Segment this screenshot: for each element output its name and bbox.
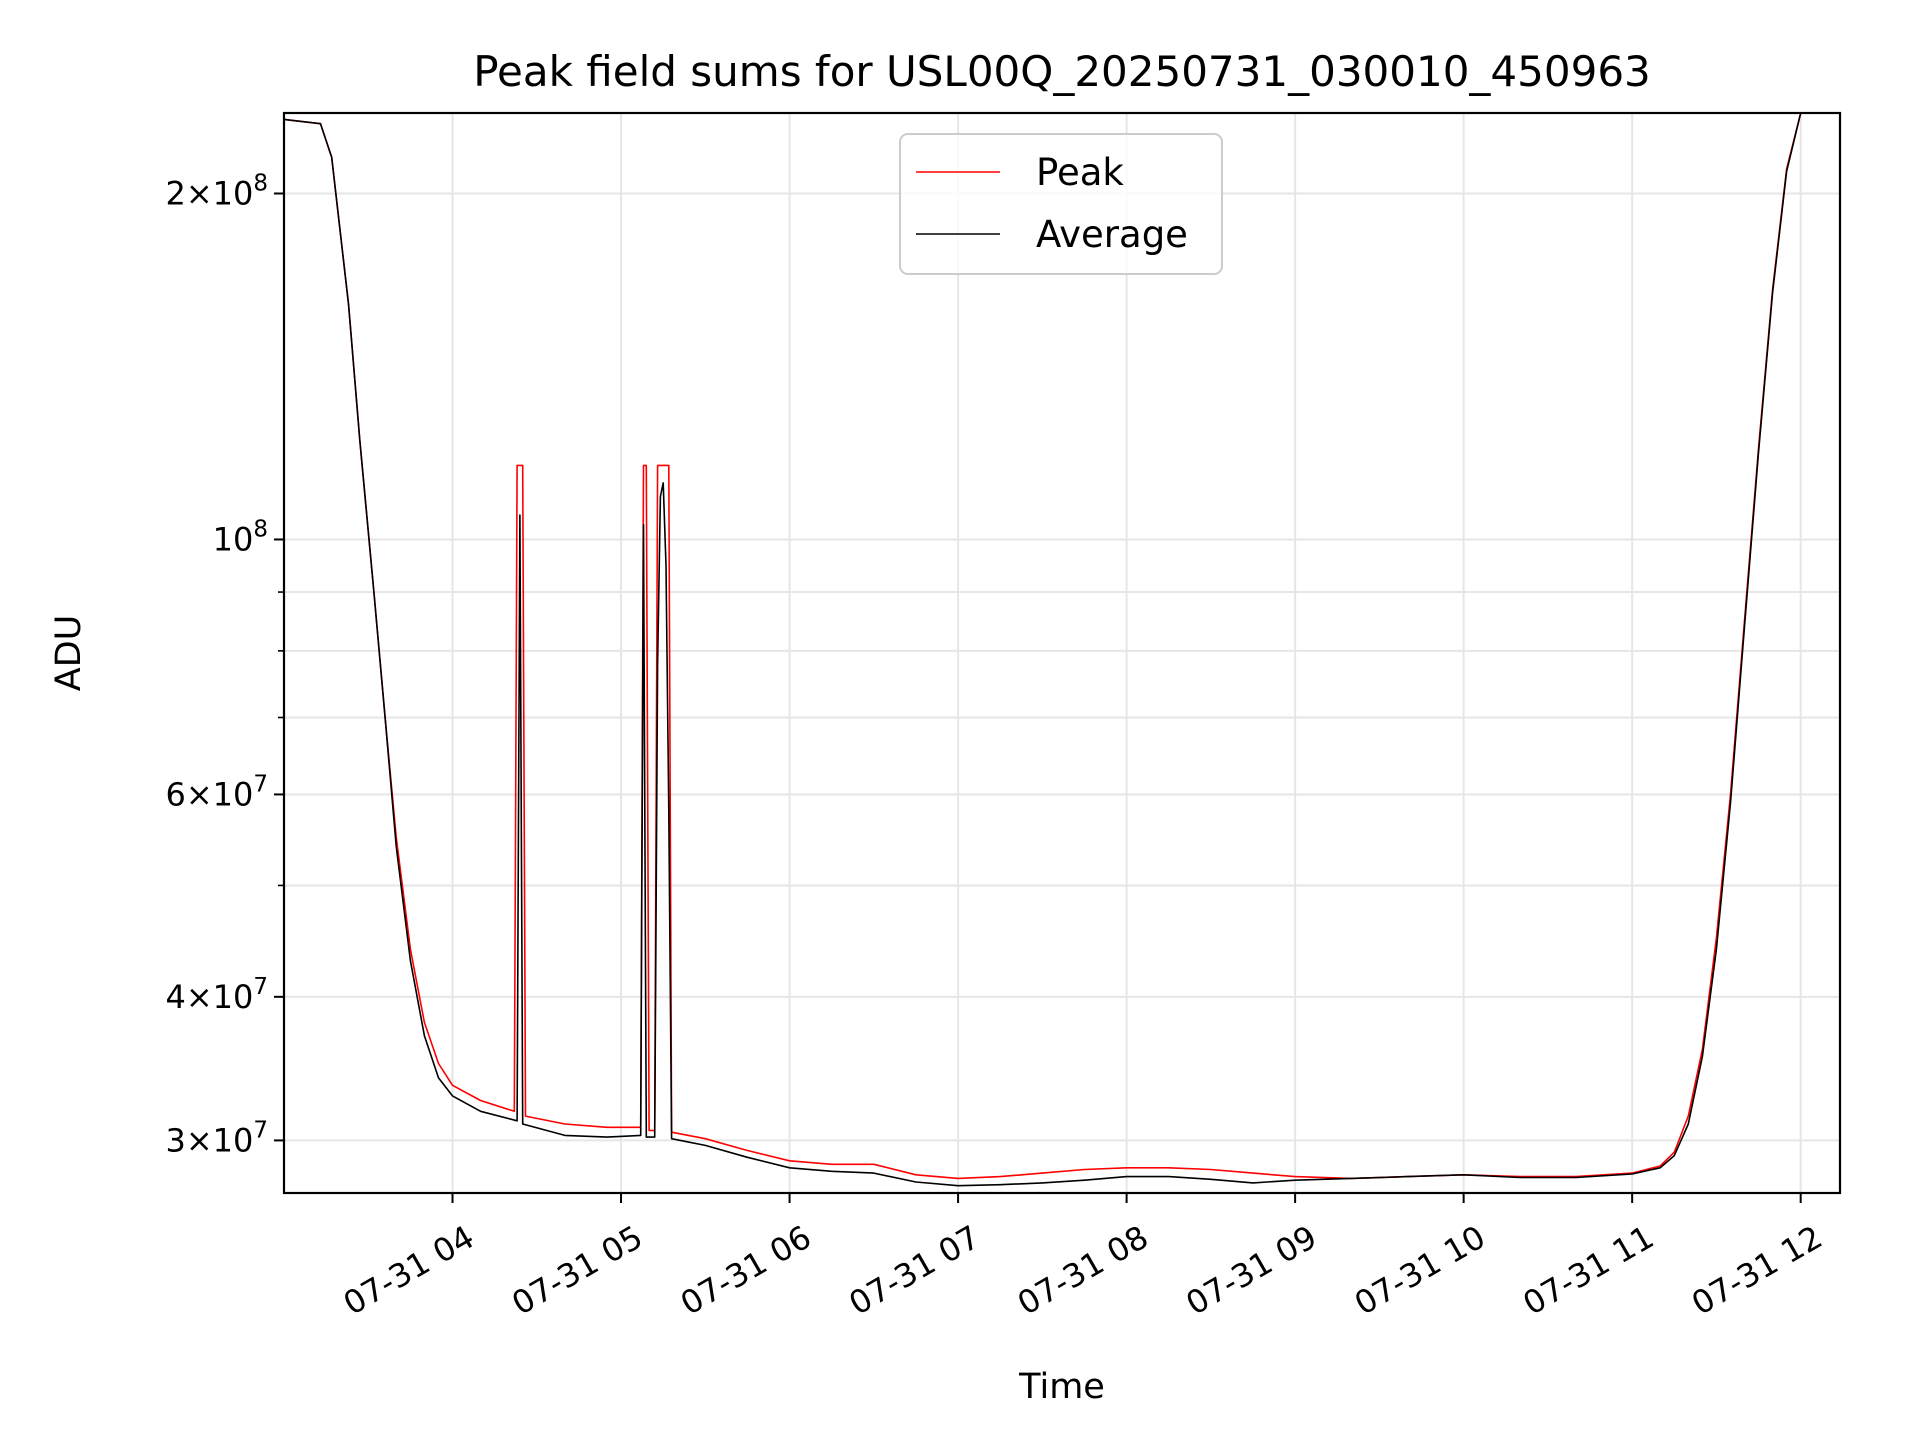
legend-label-peak: Peak <box>1036 151 1124 194</box>
legend-box <box>899 133 1223 275</box>
y-tick-label: 3×107 <box>165 1117 268 1159</box>
y-tick-label: 108 <box>213 516 268 558</box>
plot-frame <box>282 111 1842 1195</box>
legend: Peak Average <box>899 133 1223 275</box>
y-tick-label: 6×107 <box>165 771 268 813</box>
y-tick-label: 2×108 <box>165 170 268 212</box>
y-axis-label: ADU <box>49 615 89 692</box>
series-line-peak <box>283 112 1802 1180</box>
y-tick-label: 4×107 <box>165 974 268 1016</box>
legend-label-average: Average <box>1036 213 1188 256</box>
chart-title: Peak field sums for USL00Q_20250731_0300… <box>473 47 1651 96</box>
x-axis-label: Time <box>1018 1367 1105 1407</box>
series-line-average <box>283 112 1802 1187</box>
series-layer <box>283 112 1802 1187</box>
